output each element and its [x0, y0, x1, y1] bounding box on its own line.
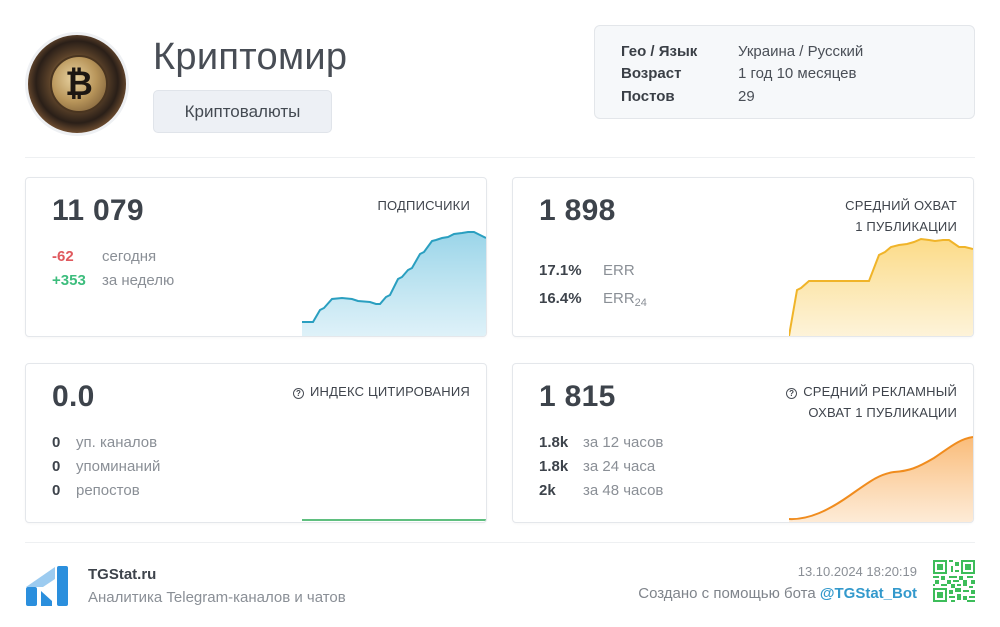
week-label: за неделю: [102, 272, 175, 289]
err24-value: 16.4%: [539, 290, 582, 307]
channel-avatar: ₿: [25, 32, 129, 136]
subscribers-card[interactable]: 11 079 ПОДПИСЧИКИ -62 сегодня +353 за не…: [25, 177, 487, 337]
created-by: Создано с помощью бота @TGStat_Bot: [638, 585, 917, 602]
err24-label-text: ERR: [603, 290, 635, 307]
err-label: ERR: [603, 262, 635, 279]
avg-reach-card[interactable]: 1 898 СРЕДНИЙ ОХВАТ 1 ПУБЛИКАЦИИ 17.1% E…: [512, 177, 974, 337]
bot-link[interactable]: @TGStat_Bot: [819, 585, 917, 602]
label-line: ОХВАТ 1 ПУБЛИКАЦИИ: [808, 405, 957, 420]
help-icon[interactable]: ?: [786, 388, 798, 399]
ad-reach-label: ? СРЕДНИЙ РЕКЛАМНЫЙ ОХВАТ 1 ПУБЛИКАЦИИ: [786, 381, 957, 423]
subscribers-label: ПОДПИСЧИКИ: [377, 198, 470, 213]
ad-reach-value: 1 815: [539, 380, 616, 413]
info-value: 1 год 10 месяцев: [738, 65, 857, 83]
err24-subscript: 24: [634, 297, 647, 309]
bitcoin-coin-icon: ₿: [50, 55, 108, 113]
row-value: 0: [52, 434, 61, 451]
err24-stat: 16.4% ERR24: [539, 290, 647, 309]
info-key: Постов: [621, 87, 675, 105]
ad-reach-row: 1.8k за 24 часа: [539, 458, 655, 475]
err-stat: 17.1% ERR: [539, 262, 635, 279]
qr-code-icon[interactable]: [933, 560, 975, 602]
ad-reach-card[interactable]: 1 815 ? СРЕДНИЙ РЕКЛАМНЫЙ ОХВАТ 1 ПУБЛИКА…: [512, 363, 974, 523]
row-label: за 48 часов: [583, 482, 664, 499]
subscribers-sparkline: [302, 231, 486, 336]
label-line: СРЕДНИЙ ОХВАТ: [845, 198, 957, 213]
info-row-age: Возраст 1 год 10 месяцев: [621, 63, 974, 86]
brand-name[interactable]: TGStat.ru: [88, 566, 157, 583]
subscribers-today: -62 сегодня: [52, 248, 156, 265]
row-label: репостов: [76, 482, 140, 499]
row-value: 2k: [539, 482, 556, 499]
ad-reach-row: 1.8k за 12 часов: [539, 434, 663, 451]
report-timestamp: 13.10.2024 18:20:19: [797, 564, 917, 579]
row-value: 1.8k: [539, 458, 569, 475]
channel-info-panel: Гео / Язык Украина / Русский Возраст 1 г…: [594, 25, 975, 119]
row-value: 1.8k: [539, 434, 569, 451]
ad-reach-sparkline: [789, 436, 973, 522]
citation-row: 0 уп. каналов: [52, 434, 157, 451]
info-value: 29: [738, 87, 755, 105]
citation-sparkline: [302, 519, 486, 521]
today-label: сегодня: [102, 248, 157, 265]
avg-reach-label: СРЕДНИЙ ОХВАТ 1 ПУБЛИКАЦИИ: [845, 195, 957, 237]
info-key: Возраст: [621, 65, 682, 83]
info-key: Гео / Язык: [621, 42, 698, 60]
info-row-posts: Постов 29: [621, 85, 974, 108]
row-label: уп. каналов: [76, 434, 158, 451]
avg-reach-value: 1 898: [539, 194, 616, 227]
row-value: 0: [52, 458, 61, 475]
help-icon[interactable]: ?: [292, 388, 304, 399]
citation-index-value: 0.0: [52, 380, 95, 413]
err-value: 17.1%: [539, 262, 582, 279]
label-line: СРЕДНИЙ РЕКЛАМНЫЙ: [803, 384, 957, 399]
citation-label: ? ИНДЕКС ЦИТИРОВАНИЯ: [292, 381, 470, 402]
citation-row: 0 репостов: [52, 482, 140, 499]
subscribers-count: 11 079: [52, 194, 144, 227]
row-label: упоминаний: [76, 458, 161, 475]
err24-label: ERR24: [603, 290, 647, 309]
category-badge[interactable]: Криптовалюты: [153, 90, 332, 133]
citation-row: 0 упоминаний: [52, 458, 160, 475]
label-line: 1 ПУБЛИКАЦИИ: [855, 219, 957, 234]
citation-card[interactable]: 0.0 ? ИНДЕКС ЦИТИРОВАНИЯ 0 уп. каналов 0 …: [25, 363, 487, 523]
subscribers-week: +353 за неделю: [52, 272, 174, 289]
row-label: за 24 часа: [583, 458, 656, 475]
tgstat-logo-icon: [26, 566, 68, 606]
info-value: Украина / Русский: [738, 42, 864, 60]
channel-title: Криптомир: [153, 36, 348, 78]
info-row-geo: Гео / Язык Украина / Русский: [621, 40, 974, 63]
brand-tagline: Аналитика Telegram-каналов и чатов: [88, 589, 346, 606]
week-delta: +353: [52, 272, 86, 289]
row-value: 0: [52, 482, 61, 499]
label-text: ИНДЕКС ЦИТИРОВАНИЯ: [309, 384, 470, 399]
divider: [25, 157, 975, 158]
row-label: за 12 часов: [583, 434, 664, 451]
avg-reach-sparkline: [789, 237, 973, 336]
ad-reach-row: 2k за 48 часов: [539, 482, 663, 499]
today-delta: -62: [52, 248, 74, 265]
created-prefix: Создано с помощью бота: [638, 585, 816, 602]
divider: [25, 542, 975, 543]
